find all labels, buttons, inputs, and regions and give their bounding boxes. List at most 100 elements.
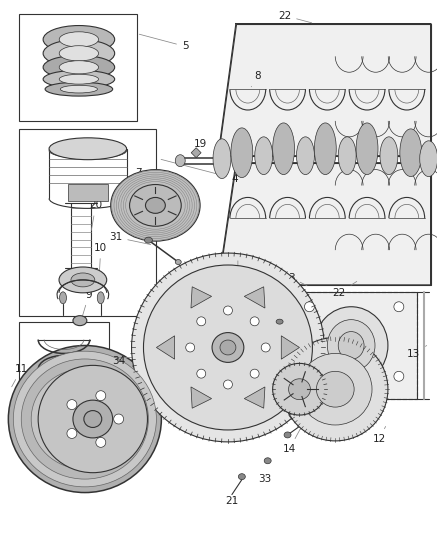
- Circle shape: [394, 372, 404, 381]
- Ellipse shape: [71, 273, 95, 287]
- Polygon shape: [191, 148, 201, 158]
- Polygon shape: [218, 163, 431, 285]
- Circle shape: [304, 302, 314, 312]
- Ellipse shape: [21, 359, 148, 479]
- Ellipse shape: [144, 265, 312, 430]
- Circle shape: [96, 438, 106, 447]
- Text: 10: 10: [94, 243, 107, 282]
- Text: 5: 5: [139, 34, 188, 51]
- Bar: [68, 183, 108, 201]
- Polygon shape: [156, 336, 175, 359]
- Text: 1: 1: [149, 314, 180, 332]
- Ellipse shape: [338, 332, 364, 359]
- Text: 19: 19: [194, 139, 207, 153]
- Text: 8: 8: [251, 71, 261, 87]
- Text: 22: 22: [278, 11, 312, 23]
- Ellipse shape: [212, 333, 244, 362]
- Text: 2: 2: [235, 261, 241, 303]
- Ellipse shape: [213, 139, 231, 179]
- Ellipse shape: [43, 55, 115, 79]
- Bar: [300, 292, 417, 399]
- Circle shape: [223, 380, 233, 389]
- Ellipse shape: [49, 138, 127, 160]
- Ellipse shape: [60, 292, 67, 304]
- Circle shape: [67, 429, 77, 439]
- Text: 31: 31: [109, 232, 151, 245]
- Ellipse shape: [289, 379, 311, 400]
- Circle shape: [186, 343, 194, 352]
- Text: 21: 21: [225, 496, 239, 505]
- Ellipse shape: [43, 26, 115, 53]
- Text: 33: 33: [258, 474, 271, 483]
- Ellipse shape: [49, 143, 127, 159]
- Ellipse shape: [298, 353, 372, 425]
- Ellipse shape: [43, 70, 115, 88]
- Ellipse shape: [338, 137, 356, 175]
- Circle shape: [96, 391, 106, 401]
- Ellipse shape: [130, 184, 181, 226]
- Polygon shape: [281, 336, 300, 359]
- Ellipse shape: [43, 380, 127, 458]
- Ellipse shape: [73, 316, 87, 326]
- Text: 32: 32: [171, 272, 185, 300]
- Ellipse shape: [59, 267, 107, 293]
- Circle shape: [250, 369, 259, 378]
- Text: 13: 13: [407, 345, 427, 359]
- Ellipse shape: [400, 129, 422, 176]
- Bar: [300, 292, 417, 399]
- Ellipse shape: [145, 237, 152, 243]
- Ellipse shape: [59, 32, 99, 47]
- Text: 6: 6: [189, 354, 200, 365]
- Circle shape: [250, 317, 259, 326]
- Circle shape: [197, 317, 206, 326]
- Ellipse shape: [238, 474, 245, 480]
- Ellipse shape: [276, 319, 283, 324]
- Ellipse shape: [314, 307, 388, 384]
- Text: 34: 34: [106, 357, 125, 377]
- Ellipse shape: [220, 340, 236, 355]
- Ellipse shape: [43, 39, 115, 67]
- Ellipse shape: [316, 372, 354, 407]
- Text: 20: 20: [89, 200, 102, 230]
- Ellipse shape: [8, 345, 161, 492]
- Bar: [19, 321, 109, 393]
- Ellipse shape: [420, 141, 438, 176]
- Bar: [19, 129, 156, 316]
- Ellipse shape: [175, 155, 185, 167]
- Ellipse shape: [380, 137, 398, 175]
- Text: 16: 16: [112, 352, 155, 362]
- Ellipse shape: [59, 61, 99, 74]
- Ellipse shape: [356, 123, 378, 175]
- Ellipse shape: [283, 337, 388, 441]
- Polygon shape: [191, 387, 212, 408]
- Ellipse shape: [314, 123, 336, 175]
- Ellipse shape: [297, 137, 314, 175]
- Ellipse shape: [231, 128, 253, 177]
- Text: 4: 4: [161, 159, 238, 183]
- Text: 14: 14: [283, 425, 302, 454]
- Text: 9: 9: [81, 290, 92, 322]
- Circle shape: [223, 306, 233, 315]
- Ellipse shape: [53, 390, 117, 448]
- Circle shape: [67, 400, 77, 409]
- Ellipse shape: [38, 365, 148, 473]
- Bar: [19, 14, 137, 121]
- Ellipse shape: [13, 351, 156, 487]
- Circle shape: [394, 302, 404, 312]
- Text: 7: 7: [120, 167, 142, 186]
- Text: 35: 35: [271, 285, 284, 315]
- Ellipse shape: [327, 320, 375, 372]
- Ellipse shape: [45, 82, 113, 96]
- Ellipse shape: [145, 197, 165, 213]
- Ellipse shape: [175, 260, 181, 264]
- Circle shape: [304, 372, 314, 381]
- Ellipse shape: [63, 400, 107, 439]
- Polygon shape: [244, 387, 265, 408]
- Text: 3: 3: [288, 273, 307, 286]
- Ellipse shape: [59, 46, 99, 61]
- Ellipse shape: [73, 400, 113, 438]
- Ellipse shape: [84, 410, 102, 427]
- Circle shape: [197, 369, 206, 378]
- Ellipse shape: [111, 169, 200, 241]
- Text: 11: 11: [12, 365, 28, 387]
